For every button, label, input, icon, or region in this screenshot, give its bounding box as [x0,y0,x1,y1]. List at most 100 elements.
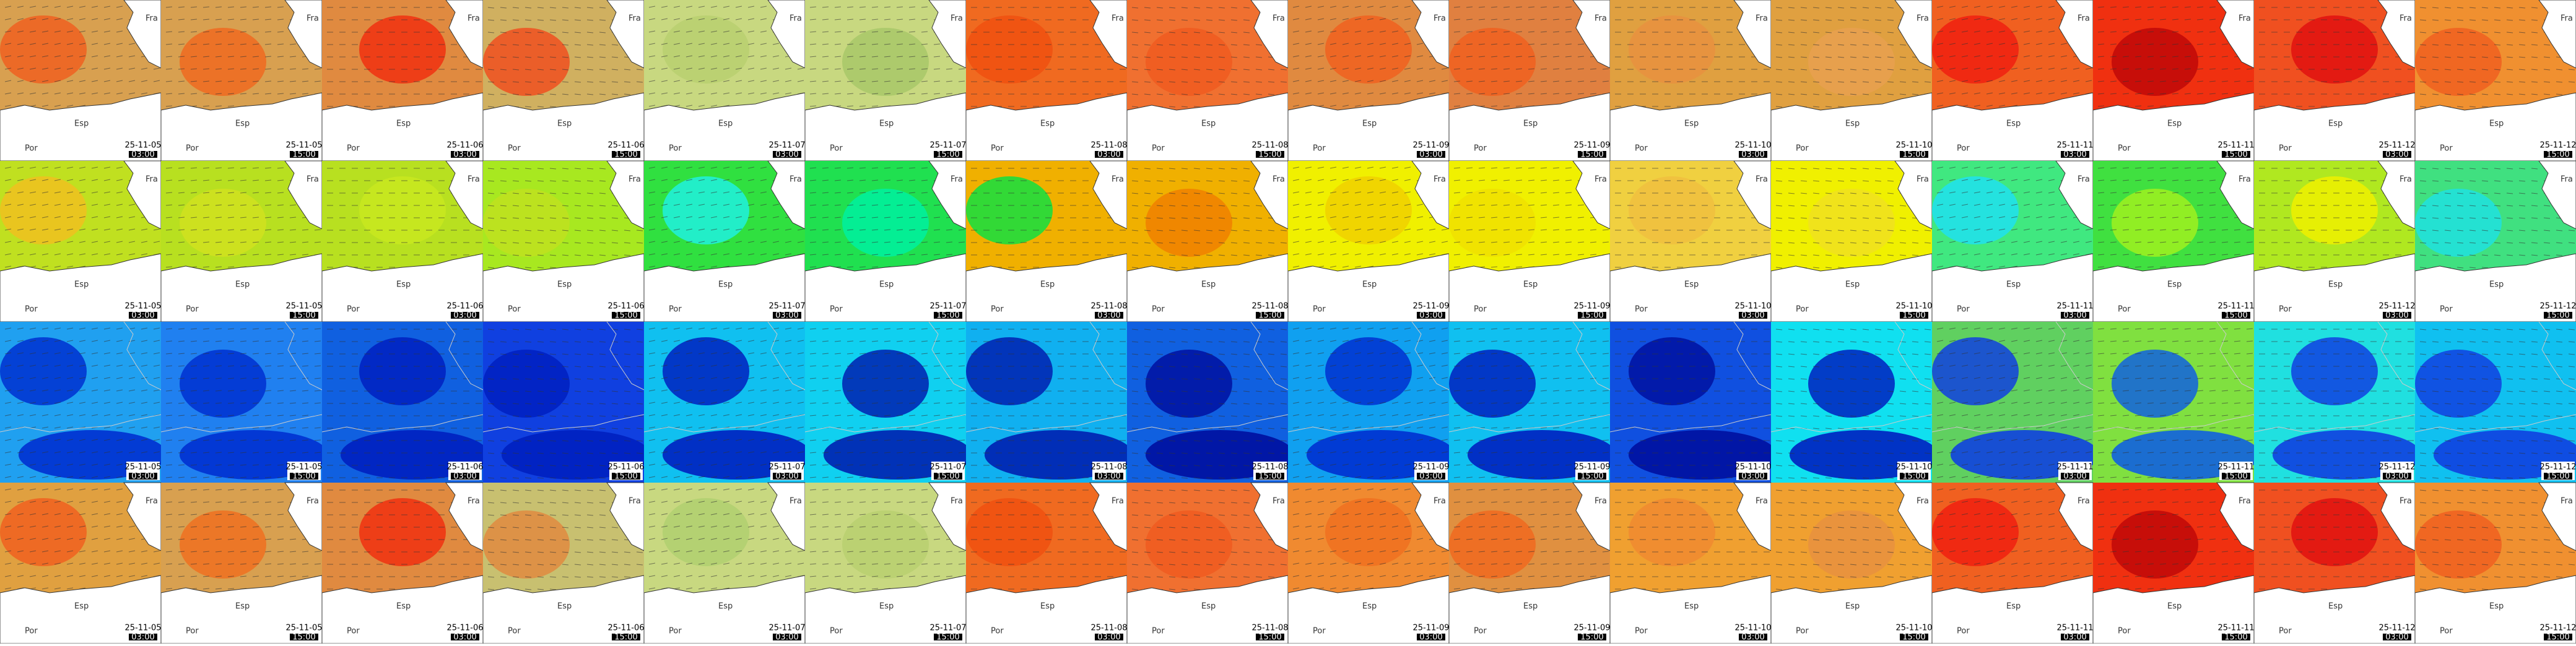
place-name: Por [1474,144,1487,153]
tile-date: 25-11-06 [607,141,644,150]
time-box [451,634,479,640]
field-blob [842,510,929,579]
place-name: Por [1474,305,1487,314]
time-box [934,473,962,480]
wind-arrows [1131,329,1287,479]
tile-time: 15:00 [936,311,959,321]
wind-arrows [4,327,160,478]
place-name: Esp [1845,602,1860,611]
time-box [129,634,157,640]
time-box [1417,151,1445,158]
tile-date: 25-11-08 [1251,463,1288,472]
wind-arrows [648,327,804,478]
time-box [2222,473,2250,480]
tile-date: 25-11-06 [446,463,483,472]
place-name: Fra [1917,175,1929,184]
tile-time: 03:00 [2063,150,2086,160]
tile-date: 25-11-10 [1895,624,1932,633]
time-box [2383,473,2411,480]
place-name: Fra [146,497,158,506]
place-name: Esp [235,119,250,129]
place-name: Fra [2239,497,2251,506]
place-name: Por [347,305,360,314]
time-box [2383,312,2411,319]
wind-arrows [1453,328,1609,478]
field-blob [1629,176,1715,244]
field-blob [1932,176,2019,244]
field-blob [1808,510,1895,579]
time-box [1739,151,1767,158]
time-box [1256,634,1284,640]
time-box [1417,634,1445,640]
coastline [1448,321,1611,433]
coastline [1931,321,2094,433]
place-name: Por [1152,627,1165,636]
tile-time: 15:00 [936,633,959,642]
time-box [2222,634,2250,640]
tile-date: 25-11-12 [2539,302,2576,311]
place-name: Esp [2006,119,2021,129]
tile-date: 25-11-11 [2056,624,2093,633]
tile-time: 15:00 [1580,472,1603,481]
tile-time: 15:00 [614,311,637,321]
time-box [1578,634,1606,640]
tile-time: 03:00 [131,472,154,481]
place-name: Fra [1917,14,1929,24]
field-blob [1325,176,1412,244]
tile-time: 03:00 [1741,150,1764,160]
tile-time: 03:00 [1419,150,1442,160]
tile-time: 03:00 [2385,311,2408,321]
place-name: Fra [2400,175,2412,184]
place-name: Por [830,305,843,314]
field-blob [1808,28,1895,96]
tile-date: 25-11-07 [768,141,805,150]
time-box [2383,151,2411,158]
tile-time: 15:00 [614,472,637,481]
place-name: Fra [2400,497,2412,506]
tile-date: 25-11-12 [2378,624,2415,633]
place-name: Fra [146,175,158,184]
tile-date: 25-11-07 [929,624,966,633]
field-blob [2415,28,2502,96]
tile-time: 15:00 [1902,633,1925,642]
place-name: Esp [396,119,411,129]
wind-arrows [2259,329,2414,478]
place-name: Por [25,305,38,314]
tile-date: 25-11-12 [2539,624,2576,633]
place-name: Esp [2489,280,2504,290]
coastline [1126,321,1289,433]
tile-date: 25-11-08 [1251,302,1288,311]
tile-time: 03:00 [453,150,476,160]
place-name: Esp [2006,602,2021,611]
tile-time: 03:00 [775,150,798,160]
place-name: Esp [1040,119,1055,129]
place-name: Esp [1362,280,1377,290]
tile-time: 15:00 [1258,472,1281,481]
field-blob [2291,176,2378,244]
field-blob [359,15,446,84]
field-blob [2415,510,2502,579]
field-blob [180,189,266,257]
tile-time: 03:00 [131,633,154,642]
place-name: Fra [2561,497,2573,506]
tile-date: 25-11-09 [1573,302,1610,311]
field-blob [842,28,929,96]
place-name: Por [508,305,521,314]
time-box [1095,151,1123,158]
tile-time: 15:00 [1902,150,1925,160]
tile-time: 15:00 [936,150,959,160]
